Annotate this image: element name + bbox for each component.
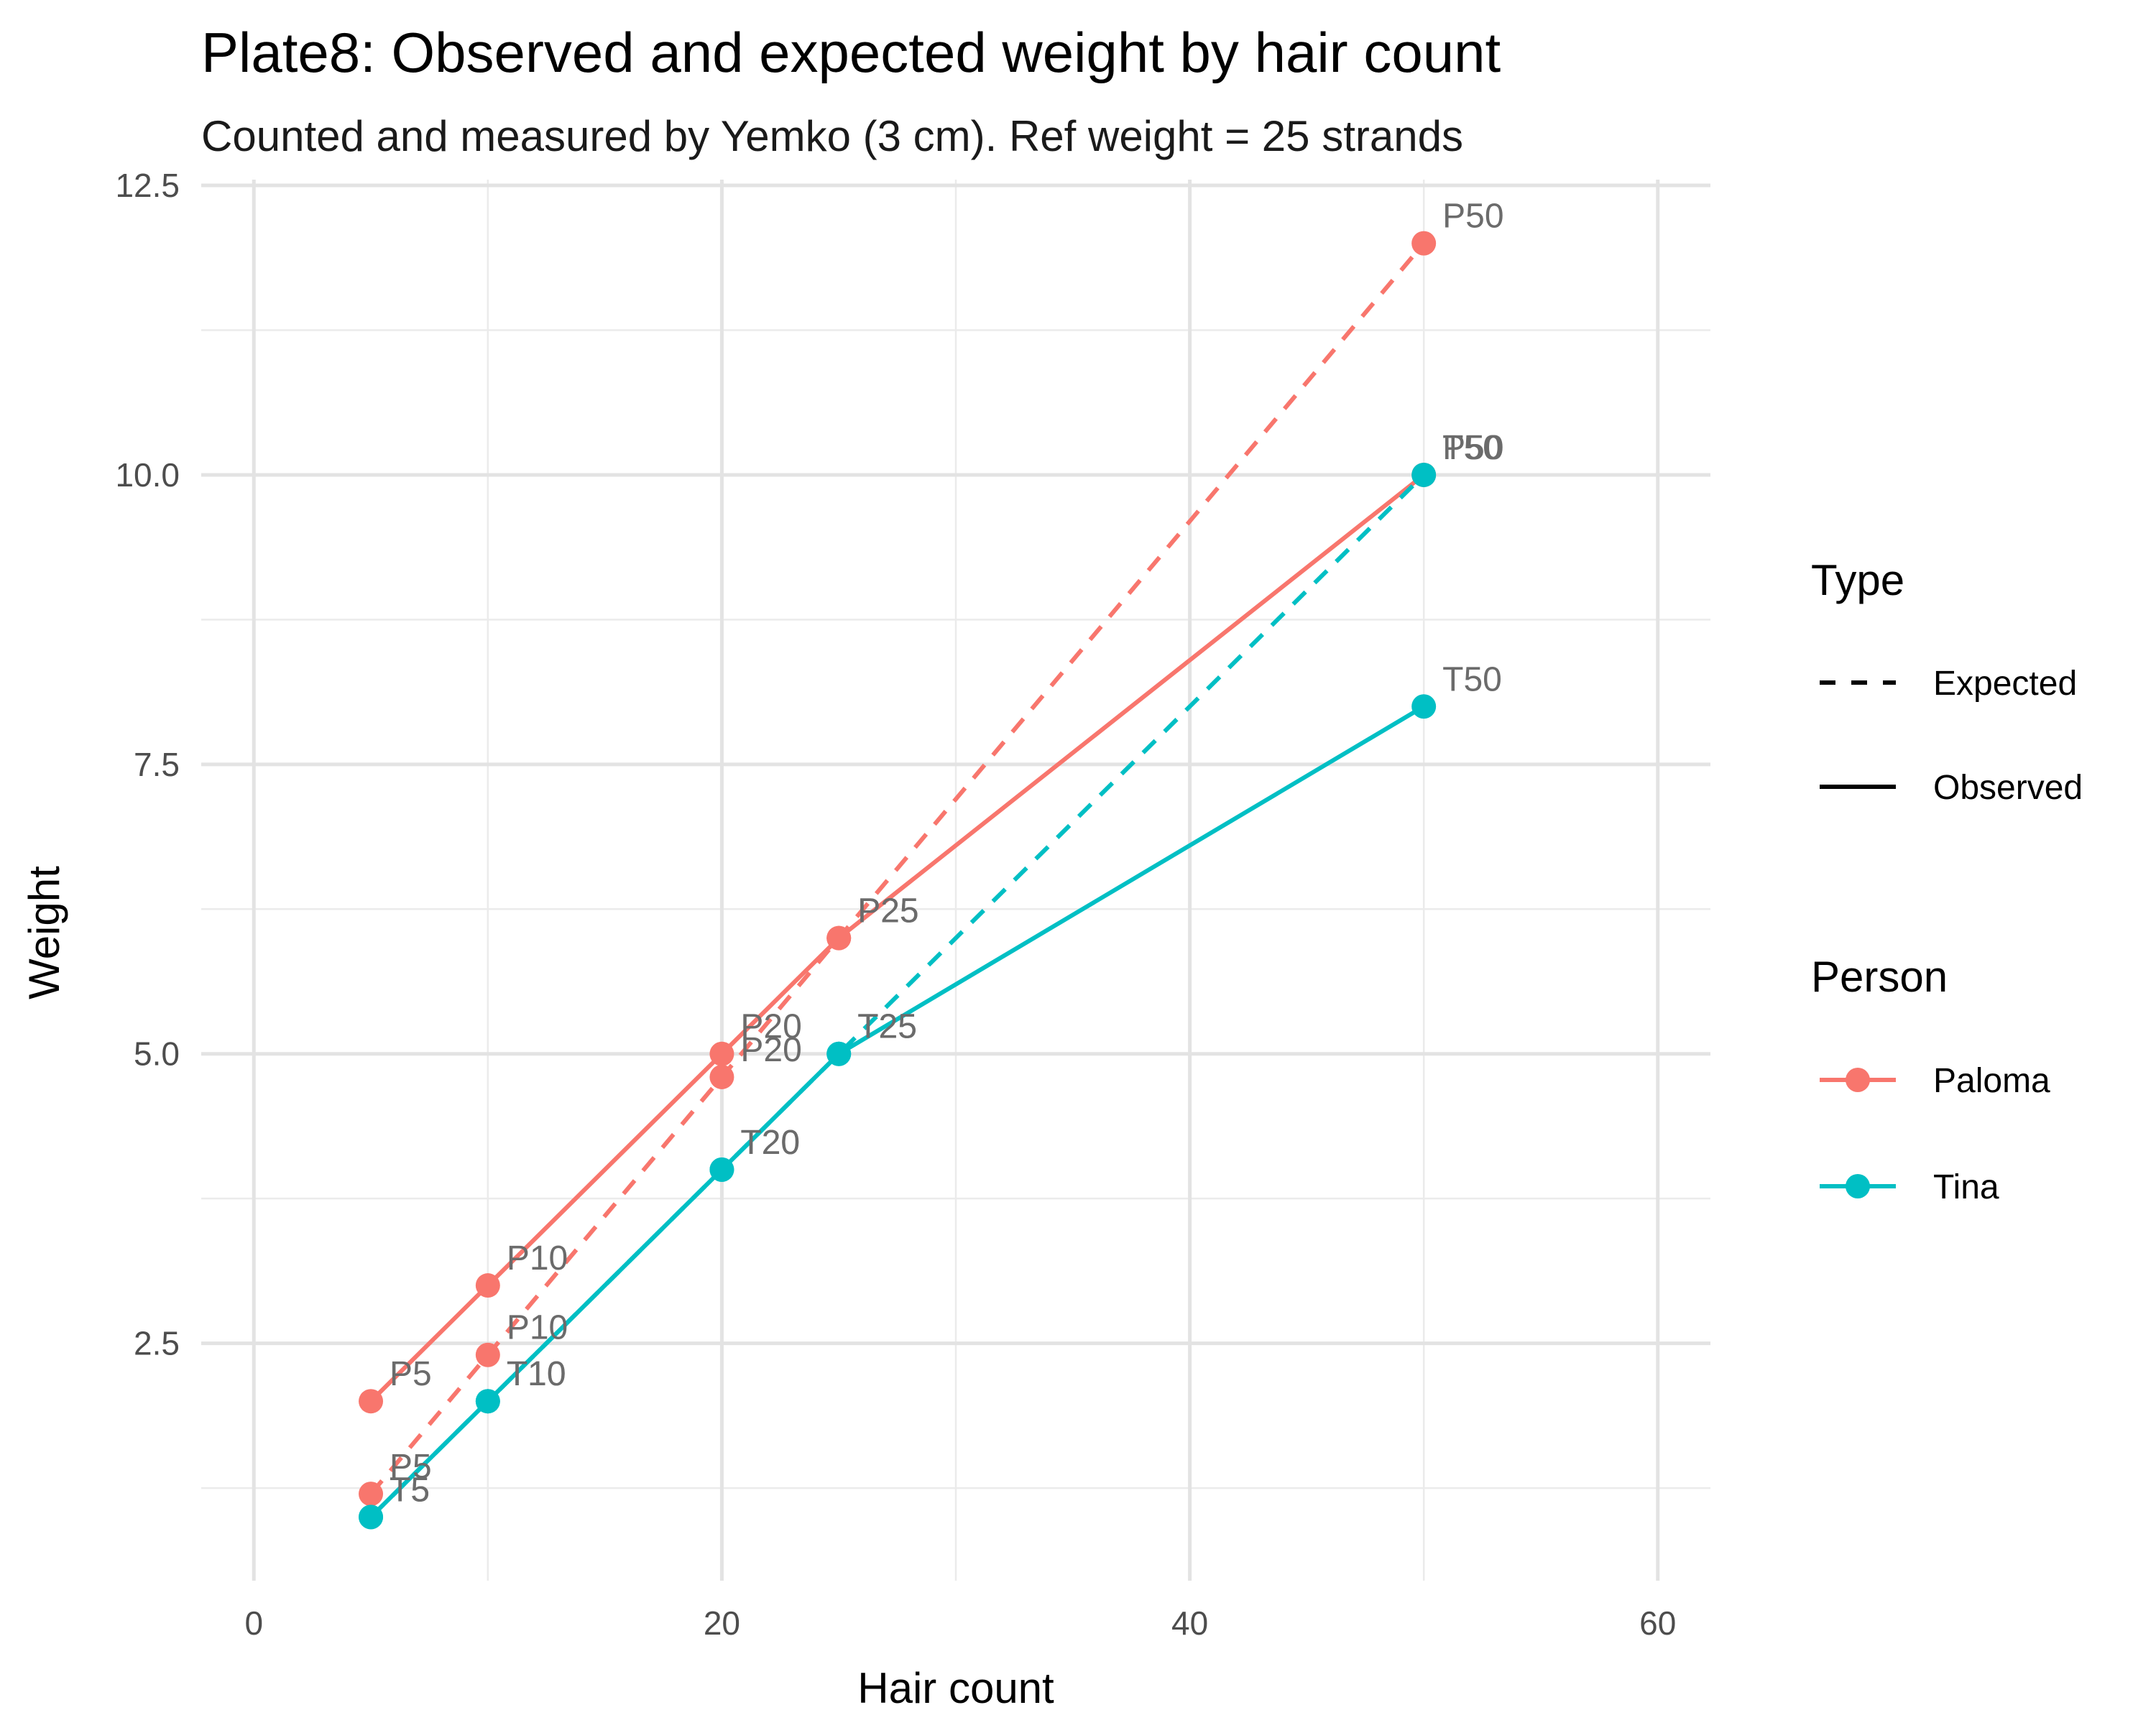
legend-label-paloma: Paloma — [1933, 1062, 2050, 1100]
grid — [201, 180, 1710, 1581]
data-label: P20 — [740, 1008, 801, 1046]
y-tick-label: 12.5 — [115, 167, 180, 204]
data-label: P5 — [390, 1355, 432, 1393]
data-label: P25 — [857, 892, 918, 930]
data-point — [709, 1041, 734, 1066]
data-point — [359, 1482, 384, 1507]
y-tick-label: 10.0 — [115, 456, 180, 494]
data-label: T5 — [390, 1471, 430, 1509]
data-points — [359, 231, 1437, 1530]
data-label: P50 — [1442, 429, 1503, 467]
chart-title: Plate8: Observed and expected weight by … — [201, 21, 1501, 84]
legend-label-observed: Observed — [1933, 769, 2083, 807]
y-tick-label: 2.5 — [134, 1325, 180, 1362]
data-label: P25 — [857, 892, 918, 930]
data-point — [826, 925, 852, 951]
y-axis-label: Weight — [20, 866, 68, 999]
axis-ticks: 0 20 40 60 2.5 5.0 7.5 10.0 12.5 — [115, 167, 1676, 1642]
data-label: T50 — [1442, 660, 1502, 698]
data-point — [1411, 694, 1437, 719]
data-labels: P5P10P20P25P50P5P10P20P25P50T5T10T20T25T… — [390, 198, 1504, 1510]
data-point — [475, 1342, 500, 1367]
data-label: T10 — [507, 1355, 566, 1393]
legend-title-type: Type — [1811, 556, 1904, 604]
data-label: P10 — [507, 1239, 568, 1277]
data-point — [1411, 462, 1437, 487]
data-point — [359, 1505, 384, 1530]
legend-label-tina: Tina — [1933, 1168, 1999, 1206]
data-label: P50 — [1442, 198, 1503, 236]
data-point — [709, 1157, 734, 1182]
x-tick-label: 20 — [704, 1604, 740, 1642]
y-tick-label: 5.0 — [134, 1035, 180, 1073]
x-tick-label: 0 — [244, 1604, 263, 1642]
data-point — [475, 1273, 500, 1298]
y-tick-label: 7.5 — [134, 746, 180, 783]
legend-title-person: Person — [1811, 953, 1948, 1001]
data-label: T25 — [857, 1008, 917, 1046]
legend: Type Expected Observed Person Paloma Tina — [1811, 556, 2083, 1206]
data-point — [475, 1389, 500, 1414]
data-label: T20 — [740, 1124, 800, 1162]
data-label: T25 — [857, 1008, 917, 1046]
data-label: P5 — [390, 1448, 432, 1486]
legend-marker-tina — [1846, 1174, 1870, 1198]
legend-label-expected: Expected — [1933, 665, 2077, 703]
data-point — [826, 1041, 852, 1066]
data-label: T5 — [390, 1471, 430, 1509]
data-label: P10 — [507, 1309, 568, 1347]
data-label: T10 — [507, 1355, 566, 1393]
data-label: P20 — [740, 1031, 801, 1069]
x-tick-label: 60 — [1639, 1604, 1676, 1642]
data-point — [1411, 231, 1437, 256]
x-tick-label: 40 — [1171, 1604, 1208, 1642]
x-axis-label: Hair count — [857, 1664, 1054, 1712]
data-point — [709, 1064, 734, 1089]
chart-subtitle: Counted and measured by Yemko (3 cm). Re… — [201, 112, 1463, 160]
data-label: T50 — [1442, 429, 1502, 467]
data-point — [359, 1389, 384, 1414]
legend-marker-paloma — [1846, 1068, 1870, 1092]
data-label: T20 — [740, 1124, 800, 1162]
